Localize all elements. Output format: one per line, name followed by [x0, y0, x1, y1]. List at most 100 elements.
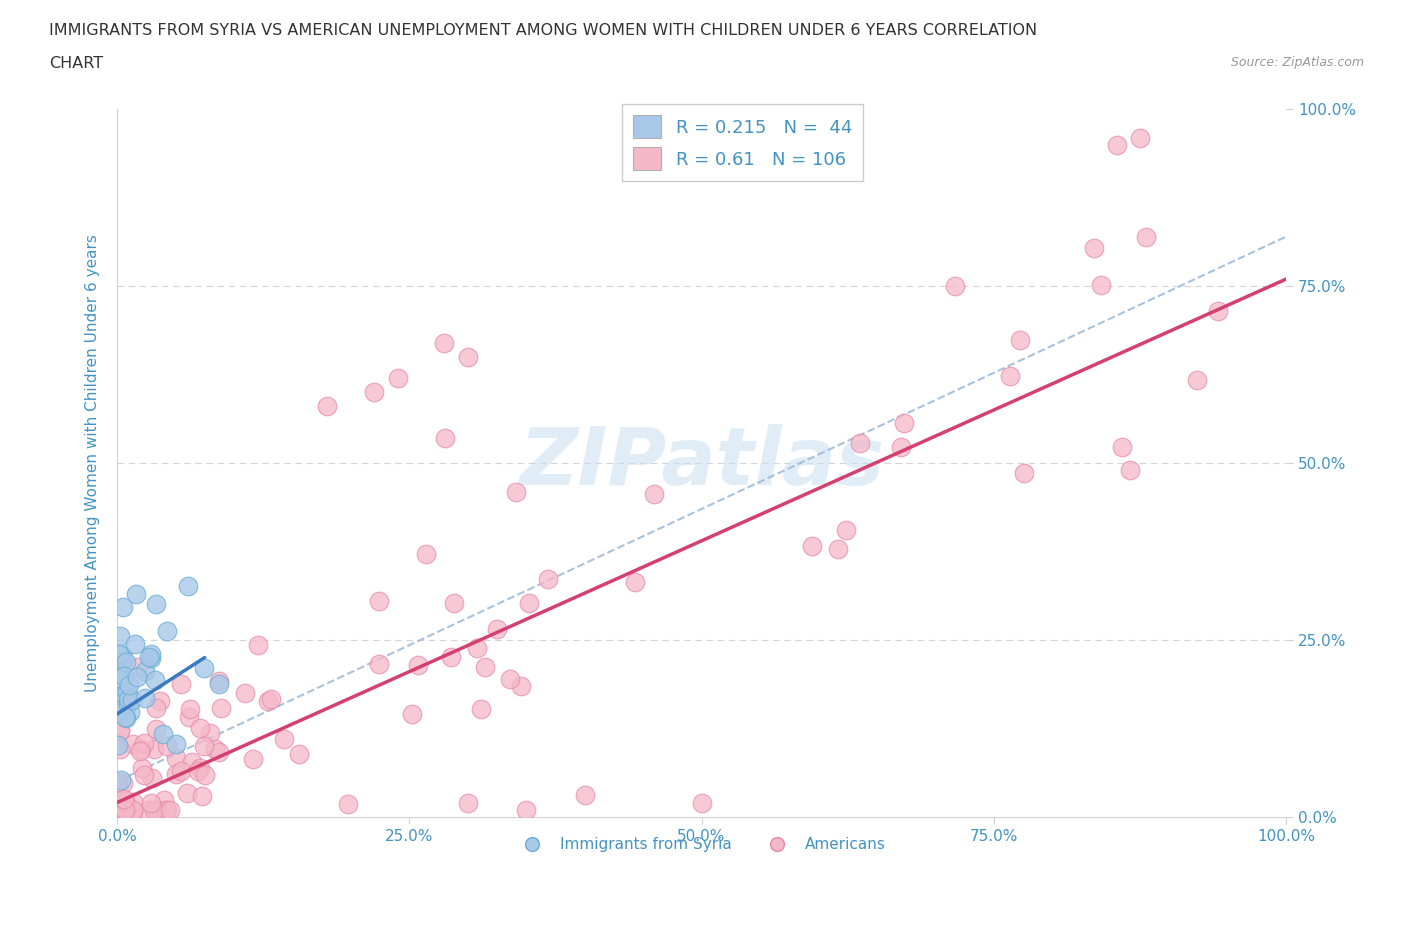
- Point: [1135, 230, 1157, 245]
- Text: ZIPatlas: ZIPatlas: [519, 424, 884, 502]
- Point: [115, 655, 138, 670]
- Point: [108, 703, 131, 718]
- Point: [273, 732, 295, 747]
- Point: [408, 658, 430, 672]
- Point: [105, 688, 128, 703]
- Point: [107, 664, 129, 679]
- Point: [134, 736, 156, 751]
- Point: [110, 723, 132, 737]
- Point: [118, 678, 141, 693]
- Point: [118, 704, 141, 719]
- Point: [152, 726, 174, 741]
- Point: [121, 803, 143, 817]
- Point: [129, 744, 152, 759]
- Point: [129, 741, 152, 756]
- Point: [115, 711, 138, 725]
- Point: [367, 594, 389, 609]
- Point: [465, 641, 488, 656]
- Point: [143, 742, 166, 757]
- Point: [111, 653, 134, 668]
- Point: [108, 686, 131, 701]
- Point: [111, 599, 134, 614]
- Point: [242, 752, 264, 767]
- Point: [643, 486, 665, 501]
- Legend: Immigrants from Syria, Americans: Immigrants from Syria, Americans: [510, 831, 891, 858]
- Point: [117, 691, 139, 706]
- Point: [114, 803, 136, 817]
- Point: [208, 673, 231, 688]
- Point: [433, 431, 456, 445]
- Point: [848, 435, 870, 450]
- Text: CHART: CHART: [49, 56, 103, 71]
- Point: [111, 647, 134, 662]
- Point: [110, 654, 132, 669]
- Point: [122, 803, 145, 817]
- Point: [107, 775, 129, 790]
- Point: [122, 737, 145, 751]
- Point: [165, 767, 187, 782]
- Point: [179, 702, 201, 717]
- Point: [141, 771, 163, 786]
- Point: [159, 803, 181, 817]
- Point: [801, 538, 824, 553]
- Point: [1129, 130, 1152, 145]
- Point: [153, 792, 176, 807]
- Point: [156, 803, 179, 817]
- Point: [110, 629, 132, 644]
- Point: [111, 679, 134, 694]
- Point: [117, 697, 139, 711]
- Point: [188, 760, 211, 775]
- Point: [457, 350, 479, 365]
- Point: [138, 650, 160, 665]
- Point: [893, 416, 915, 431]
- Point: [107, 646, 129, 661]
- Point: [134, 691, 156, 706]
- Point: [114, 668, 136, 683]
- Point: [169, 764, 191, 778]
- Point: [145, 722, 167, 737]
- Point: [368, 657, 391, 671]
- Point: [108, 702, 131, 717]
- Point: [233, 685, 256, 700]
- Point: [187, 764, 209, 778]
- Y-axis label: Unemployment Among Women with Children Under 6 years: Unemployment Among Women with Children U…: [86, 234, 100, 692]
- Point: [132, 767, 155, 782]
- Point: [1090, 277, 1112, 292]
- Point: [141, 795, 163, 810]
- Point: [208, 745, 231, 760]
- Point: [191, 788, 214, 803]
- Point: [136, 803, 159, 817]
- Text: Source: ZipAtlas.com: Source: ZipAtlas.com: [1230, 56, 1364, 69]
- Point: [1010, 333, 1032, 348]
- Point: [146, 803, 169, 817]
- Point: [194, 768, 217, 783]
- Point: [107, 687, 129, 702]
- Point: [537, 572, 560, 587]
- Point: [145, 597, 167, 612]
- Point: [111, 776, 134, 790]
- Point: [204, 741, 226, 756]
- Point: [112, 791, 135, 806]
- Point: [165, 737, 187, 751]
- Point: [415, 546, 437, 561]
- Point: [156, 738, 179, 753]
- Point: [110, 669, 132, 684]
- Point: [107, 684, 129, 699]
- Point: [505, 485, 527, 499]
- Point: [108, 803, 131, 817]
- Point: [387, 371, 409, 386]
- Point: [155, 803, 177, 817]
- Point: [574, 788, 596, 803]
- Point: [257, 694, 280, 709]
- Point: [1208, 304, 1230, 319]
- Point: [316, 399, 339, 414]
- Point: [156, 624, 179, 639]
- Point: [110, 724, 132, 738]
- Point: [1105, 138, 1128, 153]
- Point: [110, 772, 132, 787]
- Point: [690, 795, 713, 810]
- Point: [141, 646, 163, 661]
- Point: [433, 336, 456, 351]
- Point: [115, 684, 138, 699]
- Point: [288, 747, 311, 762]
